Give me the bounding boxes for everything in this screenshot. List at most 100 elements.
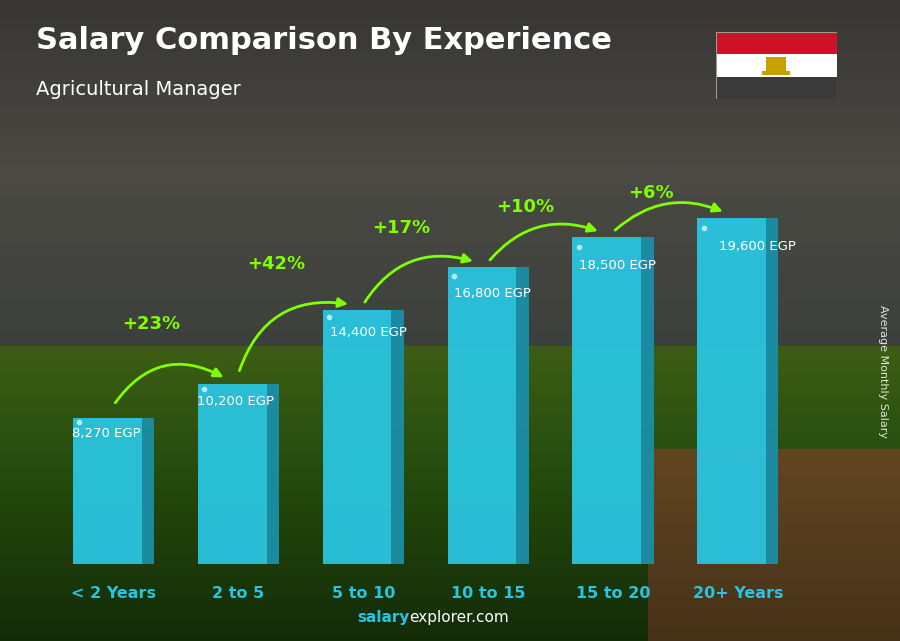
Bar	[0, 638, 900, 640]
Bar	[648, 568, 900, 569]
Bar	[0, 145, 900, 146]
Bar	[0, 224, 900, 226]
Bar	[648, 608, 900, 609]
Bar	[0, 554, 900, 556]
Bar	[648, 470, 900, 472]
Bar	[648, 622, 900, 623]
Bar	[648, 610, 900, 612]
Bar	[0, 192, 900, 194]
Bar	[0, 490, 900, 492]
Bar	[0, 431, 900, 433]
Bar	[0, 282, 900, 284]
Bar	[0, 49, 900, 51]
Bar	[0, 233, 900, 235]
Bar	[0, 612, 900, 613]
Bar	[648, 574, 900, 576]
Bar	[0, 196, 900, 197]
Bar	[572, 237, 641, 564]
Bar	[0, 263, 900, 264]
Text: 8,270 EGP: 8,270 EGP	[73, 427, 141, 440]
Text: +23%: +23%	[122, 315, 180, 333]
Bar	[0, 397, 900, 399]
Bar	[0, 456, 900, 458]
Bar	[0, 470, 900, 472]
Bar	[0, 143, 900, 145]
Bar	[0, 467, 900, 469]
Bar	[0, 578, 900, 579]
Bar	[648, 550, 900, 551]
Bar	[0, 231, 900, 233]
Bar	[648, 489, 900, 490]
Bar	[648, 573, 900, 574]
Bar	[0, 300, 900, 301]
Bar	[0, 2, 900, 4]
Bar	[0, 528, 900, 529]
Bar	[0, 430, 900, 431]
Bar	[0, 194, 900, 196]
Bar	[0, 275, 900, 277]
Bar	[0, 352, 900, 354]
Bar	[648, 593, 900, 594]
Bar	[0, 187, 900, 188]
Bar	[0, 31, 900, 33]
Bar	[0, 573, 900, 574]
Bar	[0, 637, 900, 638]
Bar	[0, 483, 900, 485]
Bar	[0, 362, 900, 364]
Bar	[0, 563, 900, 564]
Bar	[648, 474, 900, 476]
Bar	[0, 504, 900, 505]
Bar	[0, 264, 900, 266]
Bar	[648, 519, 900, 520]
Bar	[648, 527, 900, 528]
Bar	[0, 488, 900, 489]
Bar	[0, 291, 900, 292]
Text: Average Monthly Salary: Average Monthly Salary	[878, 305, 887, 438]
Bar	[0, 122, 900, 123]
Bar	[0, 478, 900, 479]
Bar	[648, 538, 900, 539]
Bar	[648, 523, 900, 524]
Bar	[648, 636, 900, 637]
Bar	[0, 562, 900, 563]
Bar	[0, 415, 900, 417]
Bar	[0, 120, 900, 122]
Bar	[0, 615, 900, 616]
Bar	[648, 499, 900, 500]
Bar	[0, 551, 900, 553]
Text: Salary Comparison By Experience: Salary Comparison By Experience	[36, 26, 612, 54]
Bar	[648, 623, 900, 624]
Bar	[716, 54, 837, 77]
Bar	[648, 478, 900, 479]
Bar	[648, 516, 900, 517]
Bar	[0, 24, 900, 26]
Bar	[0, 482, 900, 483]
Bar	[0, 606, 900, 607]
Bar	[0, 337, 900, 338]
Bar	[648, 455, 900, 456]
Bar	[0, 134, 900, 136]
Bar	[0, 448, 900, 449]
Bar	[0, 81, 900, 83]
Polygon shape	[641, 237, 653, 564]
Bar	[0, 236, 900, 238]
Bar	[648, 614, 900, 615]
Bar	[648, 553, 900, 554]
Bar	[0, 88, 900, 90]
Bar	[0, 405, 900, 406]
Bar	[0, 347, 900, 349]
Bar	[0, 495, 900, 497]
Bar	[648, 592, 900, 593]
Bar	[648, 522, 900, 523]
Bar	[648, 531, 900, 532]
Bar	[0, 626, 900, 628]
Bar	[0, 564, 900, 566]
Bar	[0, 333, 900, 335]
Bar	[0, 292, 900, 294]
Bar	[0, 347, 900, 349]
Text: 10,200 EGP: 10,200 EGP	[197, 395, 274, 408]
Bar	[0, 374, 900, 376]
Bar	[0, 381, 900, 383]
Bar	[0, 71, 900, 72]
Bar	[0, 616, 900, 617]
